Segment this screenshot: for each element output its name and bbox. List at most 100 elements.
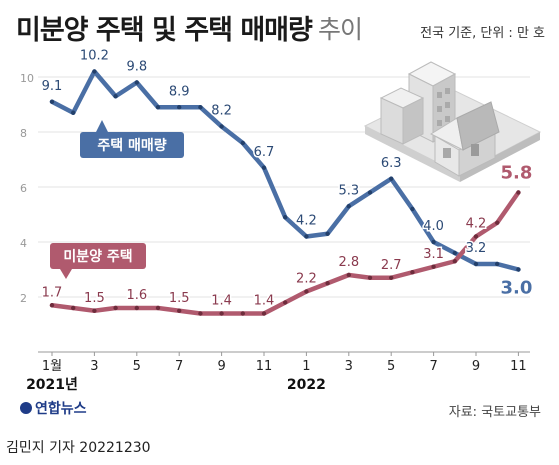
data-point <box>261 311 267 316</box>
data-point <box>389 176 394 181</box>
data-label: 6.3 <box>381 156 402 171</box>
data-point <box>495 261 500 267</box>
series-label-callout: 주택 매매량 <box>80 120 184 158</box>
data-label: 1.4 <box>254 294 275 309</box>
data-point <box>346 204 351 209</box>
data-point <box>516 190 521 195</box>
data-point <box>516 267 521 272</box>
data-point <box>71 305 76 311</box>
data-point <box>113 94 118 99</box>
data-point <box>49 303 55 308</box>
data-point <box>431 239 436 245</box>
x-tick-label: 3 <box>345 359 353 374</box>
data-label: 3.0 <box>500 278 532 299</box>
y-tick-label: 8 <box>20 127 27 140</box>
yonhap-logo: 연합뉴스 <box>20 398 87 418</box>
data-point <box>198 311 203 316</box>
data-point <box>219 124 224 129</box>
data-point <box>240 140 245 146</box>
building-illustration-icon <box>363 61 542 182</box>
data-point <box>431 264 436 269</box>
data-point <box>410 206 415 212</box>
data-label: 2.7 <box>381 258 402 273</box>
x-tick-label: 7 <box>429 359 437 374</box>
data-point <box>113 305 118 311</box>
data-point <box>92 308 97 313</box>
data-point <box>495 220 500 225</box>
source-note: 자료: 국토교통부 <box>448 405 541 420</box>
data-point <box>71 110 76 115</box>
data-point <box>304 289 309 294</box>
data-point <box>410 270 415 275</box>
x-tick-label: 9 <box>472 359 480 374</box>
data-label: 3.2 <box>466 241 487 256</box>
data-point <box>155 105 161 110</box>
data-point <box>134 305 139 311</box>
y-tick-label: 6 <box>20 182 27 195</box>
data-label: 1.5 <box>84 291 105 306</box>
data-point <box>283 215 288 220</box>
data-label: 1.4 <box>211 294 232 309</box>
data-point <box>134 80 139 85</box>
data-point <box>304 234 309 239</box>
data-point <box>155 305 161 311</box>
chart-title-suffix: 추이 <box>318 15 363 44</box>
series <box>49 69 521 316</box>
x-year-label: 2021년 <box>26 377 78 393</box>
data-point <box>452 259 457 264</box>
x-tick-label: 1월 <box>42 359 62 374</box>
data-point <box>177 308 182 313</box>
series-label-pointer <box>60 269 72 279</box>
series-label-callout: 미분양 주택 <box>50 243 146 279</box>
data-label: 4.2 <box>296 214 317 229</box>
x-tick-label: 9 <box>217 359 225 374</box>
byline: 김민지 기자 20221230 <box>6 440 151 456</box>
data-label: 2.2 <box>296 272 317 287</box>
data-point <box>177 105 182 110</box>
series-label-box <box>80 132 184 158</box>
x-tick-label: 3 <box>90 359 98 374</box>
data-label: 10.2 <box>80 49 109 64</box>
data-label: 4.2 <box>466 217 487 232</box>
x-tick-label: 11 <box>510 359 527 374</box>
data-label: 5.8 <box>500 163 532 184</box>
y-tick-label: 10 <box>20 72 34 85</box>
logo-text: 연합뉴스 <box>35 401 87 417</box>
logo-icon <box>20 402 32 414</box>
data-point <box>219 311 224 316</box>
unit-note: 전국 기준, 단위 : 만 호 <box>420 26 545 41</box>
x-tick-label: 5 <box>387 359 395 374</box>
x-year-label: 2022 <box>287 377 326 393</box>
data-label: 1.7 <box>42 285 63 300</box>
series-label-text: 미분양 주택 <box>63 248 132 265</box>
x-tick-label: 5 <box>133 359 141 374</box>
data-point <box>473 234 479 239</box>
data-point <box>346 272 351 278</box>
data-point <box>367 275 373 280</box>
data-label: 8.2 <box>211 104 232 119</box>
data-point <box>473 261 479 267</box>
series-label-text: 주택 매매량 <box>97 137 166 154</box>
data-label: 6.7 <box>254 145 275 160</box>
x-tick-label: 11 <box>256 359 273 374</box>
data-label: 4.0 <box>423 219 444 234</box>
data-label: 9.8 <box>126 60 147 75</box>
y-tick-label: 2 <box>20 292 27 305</box>
data-label: 1.6 <box>126 288 147 303</box>
data-point <box>389 275 394 280</box>
chart-title: 미분양 주택 및 주택 매매량 <box>16 15 313 46</box>
data-point <box>452 250 457 256</box>
series-label-box <box>50 243 146 269</box>
series-label-pointer <box>96 120 108 132</box>
data-label: 5.3 <box>338 183 359 198</box>
data-label: 3.1 <box>423 247 444 262</box>
data-point <box>198 105 203 110</box>
data-label: 9.1 <box>42 79 63 94</box>
y-tick-label: 4 <box>20 237 27 250</box>
data-point <box>92 69 97 74</box>
data-label: 8.9 <box>169 84 190 99</box>
